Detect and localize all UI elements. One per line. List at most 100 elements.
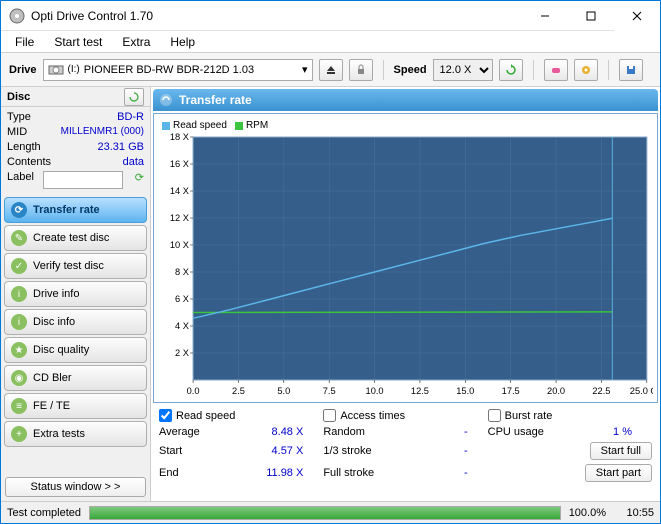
menu-extra[interactable]: Extra [114, 33, 158, 51]
nav-list: ⟳ Transfer rate ✎Create test disc ✓Verify… [1, 196, 150, 448]
end-value: 11.98 X [266, 467, 323, 479]
chevron-down-icon: ▾ [302, 63, 308, 76]
progress-fill [90, 507, 560, 519]
options-button[interactable] [574, 59, 598, 81]
minimize-button[interactable] [522, 1, 568, 31]
maximize-button[interactable] [568, 1, 614, 31]
status-percent: 100.0% [569, 507, 606, 519]
nav-label: Transfer rate [33, 204, 100, 216]
nav-label: Extra tests [33, 428, 85, 440]
nav-cd-bler[interactable]: ◉ CD Bler [4, 365, 147, 391]
divider [608, 60, 609, 80]
svg-text:8 X: 8 X [175, 267, 189, 277]
disc-header: Disc [1, 87, 150, 107]
nav-fe-te[interactable]: ≡FE / TE [4, 393, 147, 419]
disc-length-value: 23.31 GB [98, 141, 144, 153]
app-window: Opti Drive Control 1.70 File Start test … [0, 0, 661, 524]
drive-name: PIONEER BD-RW BDR-212D 1.03 [84, 64, 298, 76]
extra-icon: + [11, 426, 27, 442]
nav-label: Disc info [33, 316, 75, 328]
left-panel: Disc TypeBD-R MIDMILLENMR1 (000) Length2… [1, 87, 151, 501]
drive-letter: (I:) [68, 64, 80, 75]
nav-extra-tests[interactable]: + Extra tests [4, 421, 147, 447]
svg-text:20.0: 20.0 [547, 386, 565, 396]
rpm-swatch [235, 122, 243, 130]
start-value: 4.57 X [272, 445, 324, 457]
disc-type-value: BD-R [117, 111, 144, 123]
nav-drive-info[interactable]: iDrive info [4, 281, 147, 307]
window-title: Opti Drive Control 1.70 [31, 9, 522, 23]
disc-info-icon: i [11, 314, 27, 330]
drive-info-icon: i [11, 286, 27, 302]
start-full-button[interactable]: Start full [590, 442, 652, 460]
svg-text:18 X: 18 X [170, 133, 189, 142]
results-area: Read speed Access times Burst rate Avera… [151, 405, 660, 490]
nav-label: Verify test disc [33, 260, 104, 272]
refresh-button[interactable] [499, 59, 523, 81]
svg-text:17.5: 17.5 [502, 386, 520, 396]
nav-create-test-disc[interactable]: ✎Create test disc [4, 225, 147, 251]
svg-text:6 X: 6 X [175, 294, 189, 304]
erase-button[interactable] [544, 59, 568, 81]
transfer-icon: ⟳ [11, 202, 27, 218]
panel-header: Transfer rate [153, 89, 658, 111]
random-value: - [438, 426, 488, 438]
statusbar: Test completed 100.0% 10:55 [1, 501, 660, 523]
status-window-button[interactable]: Status window > > [5, 477, 146, 497]
disc-label-label: Label [7, 171, 34, 189]
nav-label: CD Bler [33, 372, 72, 384]
svg-text:0.0: 0.0 [187, 386, 200, 396]
chart-legend: Read speed RPM [158, 118, 653, 133]
disc-header-label: Disc [7, 91, 30, 103]
svg-text:7.5: 7.5 [323, 386, 336, 396]
disc-length-label: Length [7, 141, 41, 153]
menu-start-test[interactable]: Start test [46, 33, 110, 51]
lock-button[interactable] [349, 59, 373, 81]
speed-selector[interactable]: 12.0 X [433, 59, 493, 81]
progress-bar [89, 506, 561, 520]
drive-selector[interactable]: (I:) PIONEER BD-RW BDR-212D 1.03 ▾ [43, 59, 313, 81]
svg-text:22.5: 22.5 [592, 386, 610, 396]
nav-disc-info[interactable]: i Disc info [4, 309, 147, 335]
svg-text:25.0 GB: 25.0 GB [630, 386, 653, 396]
chart-container: Read speed RPM 2 X4 X6 X8 X10 X12 X14 X1… [153, 113, 658, 403]
nav-transfer-rate[interactable]: ⟳ Transfer rate [4, 197, 147, 223]
drive-label: Drive [9, 64, 37, 76]
svg-text:10.0: 10.0 [366, 386, 384, 396]
svg-text:16 X: 16 X [170, 159, 189, 169]
start-label: Start [159, 445, 182, 457]
disc-refresh-button[interactable] [124, 88, 144, 106]
access-times-checkbox[interactable] [323, 409, 336, 422]
eject-button[interactable] [319, 59, 343, 81]
cpu-label: CPU usage [488, 426, 544, 438]
create-icon: ✎ [11, 230, 27, 246]
burst-rate-chk-label: Burst rate [505, 410, 553, 422]
nav-verify-test-disc[interactable]: ✓Verify test disc [4, 253, 147, 279]
transfer-chart: 2 X4 X6 X8 X10 X12 X14 X16 X18 X0.02.55.… [158, 133, 653, 398]
titlebar: Opti Drive Control 1.70 [1, 1, 660, 31]
divider [533, 60, 534, 80]
main-area: Disc TypeBD-R MIDMILLENMR1 (000) Length2… [1, 87, 660, 501]
nav-label: FE / TE [33, 400, 70, 412]
legend-rpm-label: RPM [246, 120, 268, 131]
burst-rate-checkbox[interactable] [488, 409, 501, 422]
nav-disc-quality[interactable]: ★Disc quality [4, 337, 147, 363]
read-speed-checkbox[interactable] [159, 409, 172, 422]
end-label: End [159, 467, 179, 479]
menubar: File Start test Extra Help [1, 31, 660, 53]
status-text: Test completed [7, 507, 81, 519]
onethird-label: 1/3 stroke [323, 445, 371, 457]
start-part-button[interactable]: Start part [585, 464, 652, 482]
svg-text:5.0: 5.0 [277, 386, 290, 396]
menu-file[interactable]: File [7, 33, 42, 51]
svg-text:2.5: 2.5 [232, 386, 245, 396]
svg-text:12.5: 12.5 [411, 386, 429, 396]
disc-label-input[interactable] [43, 171, 123, 189]
bler-icon: ◉ [11, 370, 27, 386]
close-button[interactable] [614, 1, 660, 31]
full-value: - [438, 467, 488, 479]
apply-label-icon[interactable]: ⟳ [135, 171, 144, 189]
menu-help[interactable]: Help [162, 33, 203, 51]
svg-text:4 X: 4 X [175, 321, 189, 331]
save-button[interactable] [619, 59, 643, 81]
